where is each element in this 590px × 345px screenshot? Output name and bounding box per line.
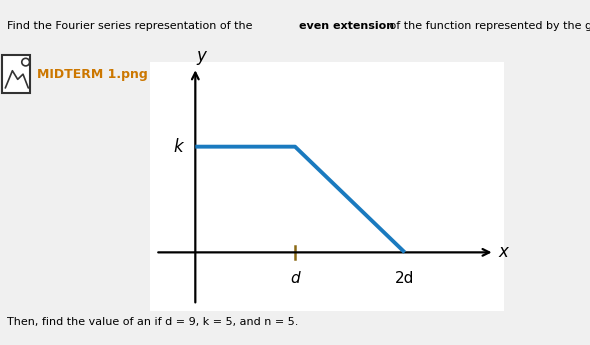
Text: d: d xyxy=(290,272,300,286)
Text: x: x xyxy=(499,243,509,262)
Text: of the function represented by the graph below: of the function represented by the graph… xyxy=(386,21,590,31)
Text: Find the Fourier series representation of the: Find the Fourier series representation o… xyxy=(7,21,256,31)
FancyBboxPatch shape xyxy=(2,55,30,93)
Text: MIDTERM 1.png: MIDTERM 1.png xyxy=(37,68,148,81)
Text: Then, find the value of an if d = 9, k = 5, and n = 5.: Then, find the value of an if d = 9, k =… xyxy=(7,317,299,327)
Text: 2d: 2d xyxy=(395,272,414,286)
Text: y: y xyxy=(196,47,206,65)
Text: k: k xyxy=(173,138,183,156)
Text: even extension: even extension xyxy=(299,21,394,31)
